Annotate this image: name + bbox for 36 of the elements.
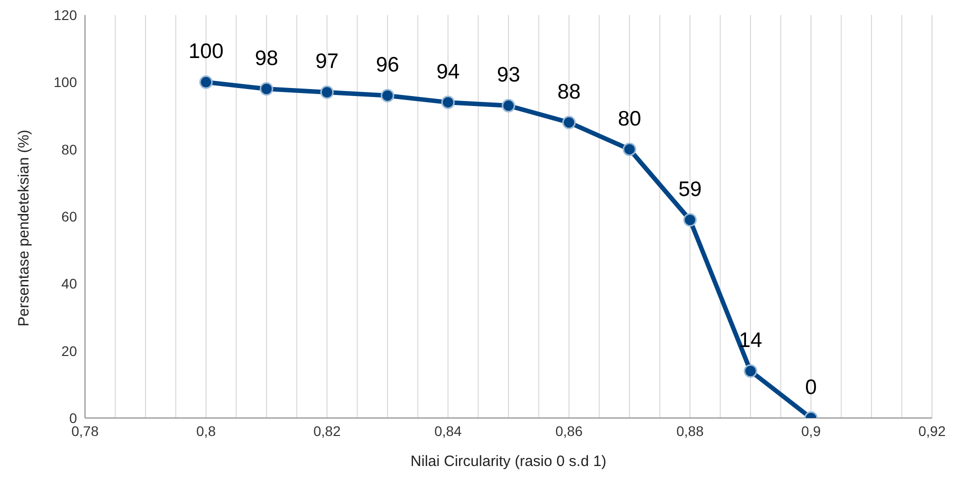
data-label: 98 <box>254 46 278 70</box>
x-tick-label: 0,92 <box>918 422 946 439</box>
point <box>320 85 334 99</box>
point <box>260 82 274 96</box>
x-tick-label: 0,88 <box>676 422 704 439</box>
x-tick-label: 0,8 <box>196 422 216 439</box>
point <box>199 75 213 89</box>
point <box>683 213 697 227</box>
x-tick-label: 0,84 <box>434 422 462 439</box>
y-tick-label: 60 <box>61 208 78 224</box>
x-tick-label: 0,9 <box>801 422 821 439</box>
y-tick-label: 80 <box>61 141 78 158</box>
data-label: 80 <box>618 107 642 130</box>
point <box>622 142 636 156</box>
point <box>380 88 394 102</box>
y-axis-title: Persentase pendeteksian (%) <box>15 130 32 326</box>
data-label: 96 <box>376 54 400 77</box>
x-tick-label: 0,86 <box>555 422 583 439</box>
x-axis-title: Nilai Circularity (rasio 0 s.d 1) <box>410 453 606 470</box>
data-label: 97 <box>315 50 339 74</box>
y-tick-label: 100 <box>54 74 78 90</box>
y-tick-label: 20 <box>61 342 78 359</box>
point <box>562 116 576 130</box>
data-label: 100 <box>188 40 224 64</box>
point <box>744 364 758 378</box>
x-tick-label: 0,82 <box>313 422 341 439</box>
data-label: 14 <box>738 328 762 352</box>
point <box>441 96 455 110</box>
point <box>502 98 516 112</box>
y-tick-label: 120 <box>54 6 78 23</box>
data-label: 59 <box>678 178 702 201</box>
data-label: 88 <box>557 80 581 104</box>
y-tick-label: 40 <box>61 276 78 292</box>
data-label: 94 <box>436 60 460 84</box>
data-label: 0 <box>805 376 817 399</box>
data-label: 93 <box>496 64 520 87</box>
